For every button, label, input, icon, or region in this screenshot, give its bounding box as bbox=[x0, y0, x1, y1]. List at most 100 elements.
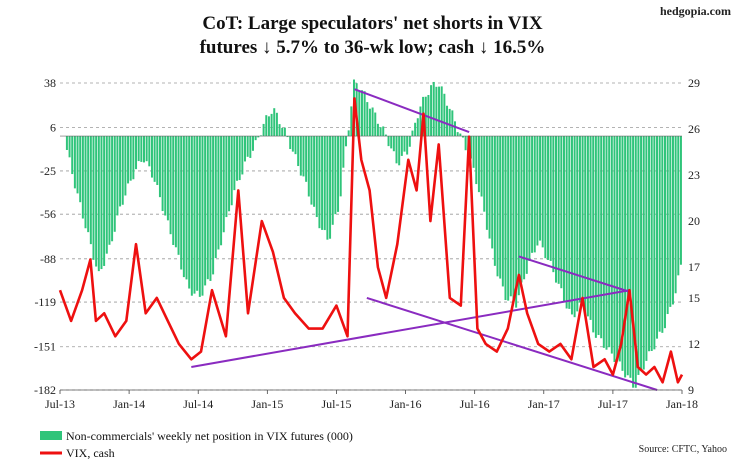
right-tick-label: 15 bbox=[688, 291, 700, 305]
bar bbox=[220, 136, 223, 246]
bar bbox=[236, 136, 239, 181]
right-tick-label: 26 bbox=[688, 122, 700, 136]
bar bbox=[387, 136, 390, 147]
bar bbox=[254, 136, 257, 141]
bar bbox=[648, 136, 651, 352]
bar bbox=[626, 136, 629, 376]
bar bbox=[251, 136, 254, 151]
bar bbox=[589, 136, 592, 320]
bar bbox=[608, 136, 611, 348]
bar bbox=[451, 110, 454, 137]
left-tick-label: -151 bbox=[34, 340, 56, 354]
bar bbox=[339, 136, 342, 197]
x-tick-label: Jul-16 bbox=[460, 397, 490, 411]
bar bbox=[166, 136, 169, 221]
bar bbox=[297, 136, 300, 167]
bar bbox=[618, 136, 621, 362]
bar bbox=[613, 136, 616, 362]
bar bbox=[499, 136, 502, 279]
line-series-vix bbox=[58, 97, 684, 384]
bar bbox=[307, 136, 310, 197]
bar bbox=[278, 124, 281, 137]
bar bbox=[345, 136, 348, 147]
bar bbox=[137, 136, 140, 162]
bar bbox=[217, 136, 220, 250]
bar bbox=[124, 136, 127, 196]
x-tick-label: Jul-17 bbox=[598, 397, 628, 411]
bar bbox=[150, 136, 153, 178]
bar bbox=[140, 136, 143, 162]
trendline-2 bbox=[366, 296, 658, 391]
bar bbox=[148, 136, 151, 167]
bar bbox=[562, 136, 565, 302]
bar bbox=[656, 136, 659, 339]
bar bbox=[403, 136, 406, 152]
bar bbox=[547, 136, 550, 260]
bar bbox=[206, 136, 209, 280]
bar bbox=[228, 136, 231, 212]
bar bbox=[578, 136, 581, 303]
bar bbox=[592, 136, 595, 333]
bar bbox=[262, 123, 265, 137]
bar bbox=[294, 136, 297, 155]
right-tick-label: 23 bbox=[688, 168, 700, 182]
bar bbox=[544, 136, 547, 259]
bar bbox=[677, 136, 680, 276]
bar bbox=[539, 136, 542, 241]
bar bbox=[565, 136, 568, 309]
bar bbox=[244, 136, 247, 162]
bar bbox=[432, 81, 435, 137]
bar bbox=[347, 130, 350, 137]
bar bbox=[408, 136, 411, 147]
bar bbox=[632, 136, 635, 388]
title-line-1: CoT: Large speculators' net shorts in VI… bbox=[202, 13, 543, 34]
bar bbox=[536, 136, 539, 246]
x-tick-label: Jan-16 bbox=[390, 397, 422, 411]
right-tick-label: 9 bbox=[688, 383, 694, 397]
bar bbox=[443, 93, 446, 137]
trendlines bbox=[191, 88, 658, 391]
bar bbox=[666, 136, 669, 315]
bar bbox=[209, 136, 212, 281]
bar bbox=[374, 112, 377, 137]
bar bbox=[597, 136, 600, 335]
bar bbox=[233, 136, 236, 191]
bar bbox=[81, 136, 84, 219]
bar bbox=[605, 136, 608, 350]
left-tick-label: -119 bbox=[34, 295, 56, 309]
bar bbox=[127, 136, 130, 184]
bar bbox=[368, 108, 371, 137]
bar bbox=[89, 136, 92, 245]
bar bbox=[100, 136, 103, 270]
bar bbox=[174, 136, 177, 248]
bar bbox=[642, 136, 645, 370]
bar bbox=[360, 90, 363, 137]
bar bbox=[87, 136, 90, 233]
bar bbox=[259, 135, 262, 137]
bar bbox=[121, 136, 124, 205]
bar bbox=[326, 136, 329, 240]
bar bbox=[265, 115, 268, 137]
trendline-1 bbox=[354, 88, 470, 134]
bar bbox=[493, 136, 496, 266]
bar bbox=[315, 136, 318, 218]
bar bbox=[281, 127, 284, 137]
bar bbox=[411, 130, 414, 137]
bar bbox=[472, 136, 475, 168]
x-tick-label: Jul-15 bbox=[321, 397, 351, 411]
bar bbox=[180, 136, 183, 270]
bar bbox=[679, 136, 682, 265]
bar bbox=[305, 136, 308, 182]
bar bbox=[653, 136, 656, 350]
bar bbox=[111, 136, 114, 242]
title-line-2: futures ↓ 5.7% to 36-wk low; cash ↓ 16.5… bbox=[199, 37, 546, 58]
left-tick-label: -88 bbox=[40, 252, 56, 266]
bar bbox=[156, 136, 159, 186]
bar bbox=[97, 136, 100, 272]
bar bbox=[198, 136, 201, 297]
left-tick-label: 38 bbox=[44, 76, 56, 90]
legend-label-line: VIX, cash bbox=[66, 446, 115, 460]
bar bbox=[671, 136, 674, 305]
bar bbox=[416, 118, 419, 137]
bar bbox=[153, 136, 156, 182]
